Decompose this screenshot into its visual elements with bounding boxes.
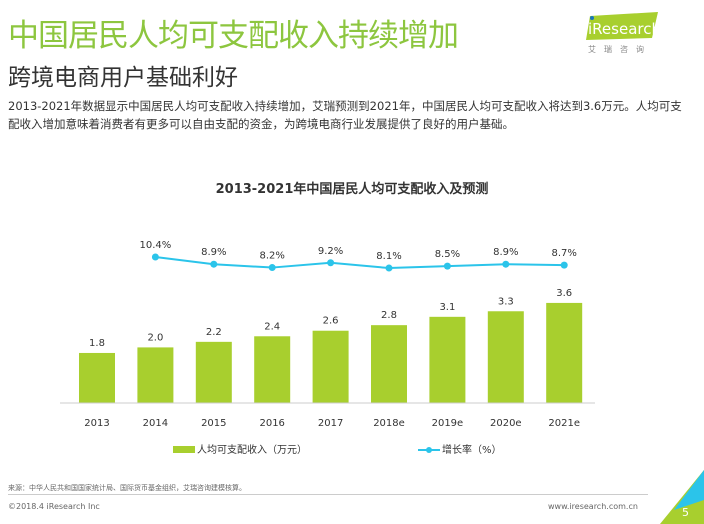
page-subtitle: 跨境电商用户基础利好	[8, 65, 238, 91]
growth-point	[151, 253, 159, 261]
legend-line-label: 增长率（%）	[442, 443, 502, 456]
bar-2015	[195, 341, 232, 403]
legend-bar-label: 人均可支配收入（万元）	[197, 443, 307, 456]
bar-label: 2.8	[381, 310, 397, 321]
svg-text:iResearch: iResearch	[588, 20, 661, 38]
page-title: 中国居民人均可支配收入持续增加	[8, 18, 459, 54]
legend-line-marker	[426, 447, 432, 453]
x-tick-label: 2017	[318, 418, 343, 429]
chart-title: 2013-2021年中国居民人均可支配收入及预测	[215, 182, 489, 197]
growth-point	[268, 264, 276, 272]
website: www.iresearch.com.cn	[548, 502, 638, 511]
x-tick-label: 2019e	[432, 418, 464, 429]
corner-decoration: 5	[660, 470, 704, 524]
bar-label: 2.6	[323, 316, 339, 327]
bar-2017	[312, 330, 349, 403]
page-number: 5	[682, 506, 689, 519]
legend-bar-swatch	[173, 446, 195, 453]
bar-label: 2.4	[264, 321, 280, 332]
bar-label: 2.2	[206, 327, 222, 338]
growth-label: 8.7%	[551, 248, 576, 259]
growth-point	[327, 259, 335, 267]
divider	[8, 494, 648, 495]
iresearch-logo: iResearch 艾 瑞 咨 询	[572, 10, 682, 56]
bar-2021e	[546, 302, 583, 403]
growth-label: 8.1%	[376, 251, 401, 262]
growth-label: 10.4%	[140, 240, 172, 251]
growth-label: 9.2%	[318, 246, 343, 257]
bar-2013	[79, 352, 115, 403]
growth-point	[502, 260, 510, 268]
bar-label: 3.6	[556, 288, 572, 299]
growth-line	[155, 256, 565, 270]
x-tick-label: 2020e	[490, 418, 522, 429]
growth-point	[560, 261, 568, 269]
growth-point	[385, 264, 393, 272]
x-tick-label: 2016	[259, 418, 284, 429]
bar-label: 2.0	[147, 332, 163, 343]
growth-label: 8.2%	[259, 251, 284, 262]
bar-2014	[137, 347, 174, 403]
bar-label: 3.1	[439, 302, 455, 313]
bar-2018e	[371, 325, 407, 403]
description: 2013-2021年数据显示中国居民人均可支配收入持续增加，艾瑞预测到2021年…	[8, 99, 682, 131]
growth-point	[210, 260, 218, 268]
growth-label: 8.5%	[435, 249, 460, 260]
x-tick-label: 2018e	[373, 418, 405, 429]
svg-text:艾 瑞 咨 询: 艾 瑞 咨 询	[588, 44, 644, 54]
x-tick-label: 2021e	[548, 418, 580, 429]
bar-2019e	[429, 316, 466, 403]
bar-label: 1.8	[89, 338, 105, 349]
bar-label: 3.3	[498, 296, 514, 307]
copyright: ©2018.4 iResearch Inc	[8, 502, 100, 511]
bar-2020e	[487, 311, 524, 403]
growth-label: 8.9%	[201, 247, 226, 258]
x-tick-label: 2015	[201, 418, 226, 429]
x-tick-label: 2014	[143, 418, 168, 429]
bar-2016	[254, 336, 291, 403]
x-tick-label: 2013	[84, 418, 109, 429]
source-note: 来源：中华人民共和国国家统计局、国际货币基金组织，艾瑞咨询建模核算。	[8, 484, 246, 492]
growth-label: 8.9%	[493, 247, 518, 258]
growth-point	[443, 262, 451, 270]
chart: 1.8 2013 2.0 2014 2.2 2015 2.4 2016 2.6 2017 2.8 20…	[60, 240, 595, 456]
